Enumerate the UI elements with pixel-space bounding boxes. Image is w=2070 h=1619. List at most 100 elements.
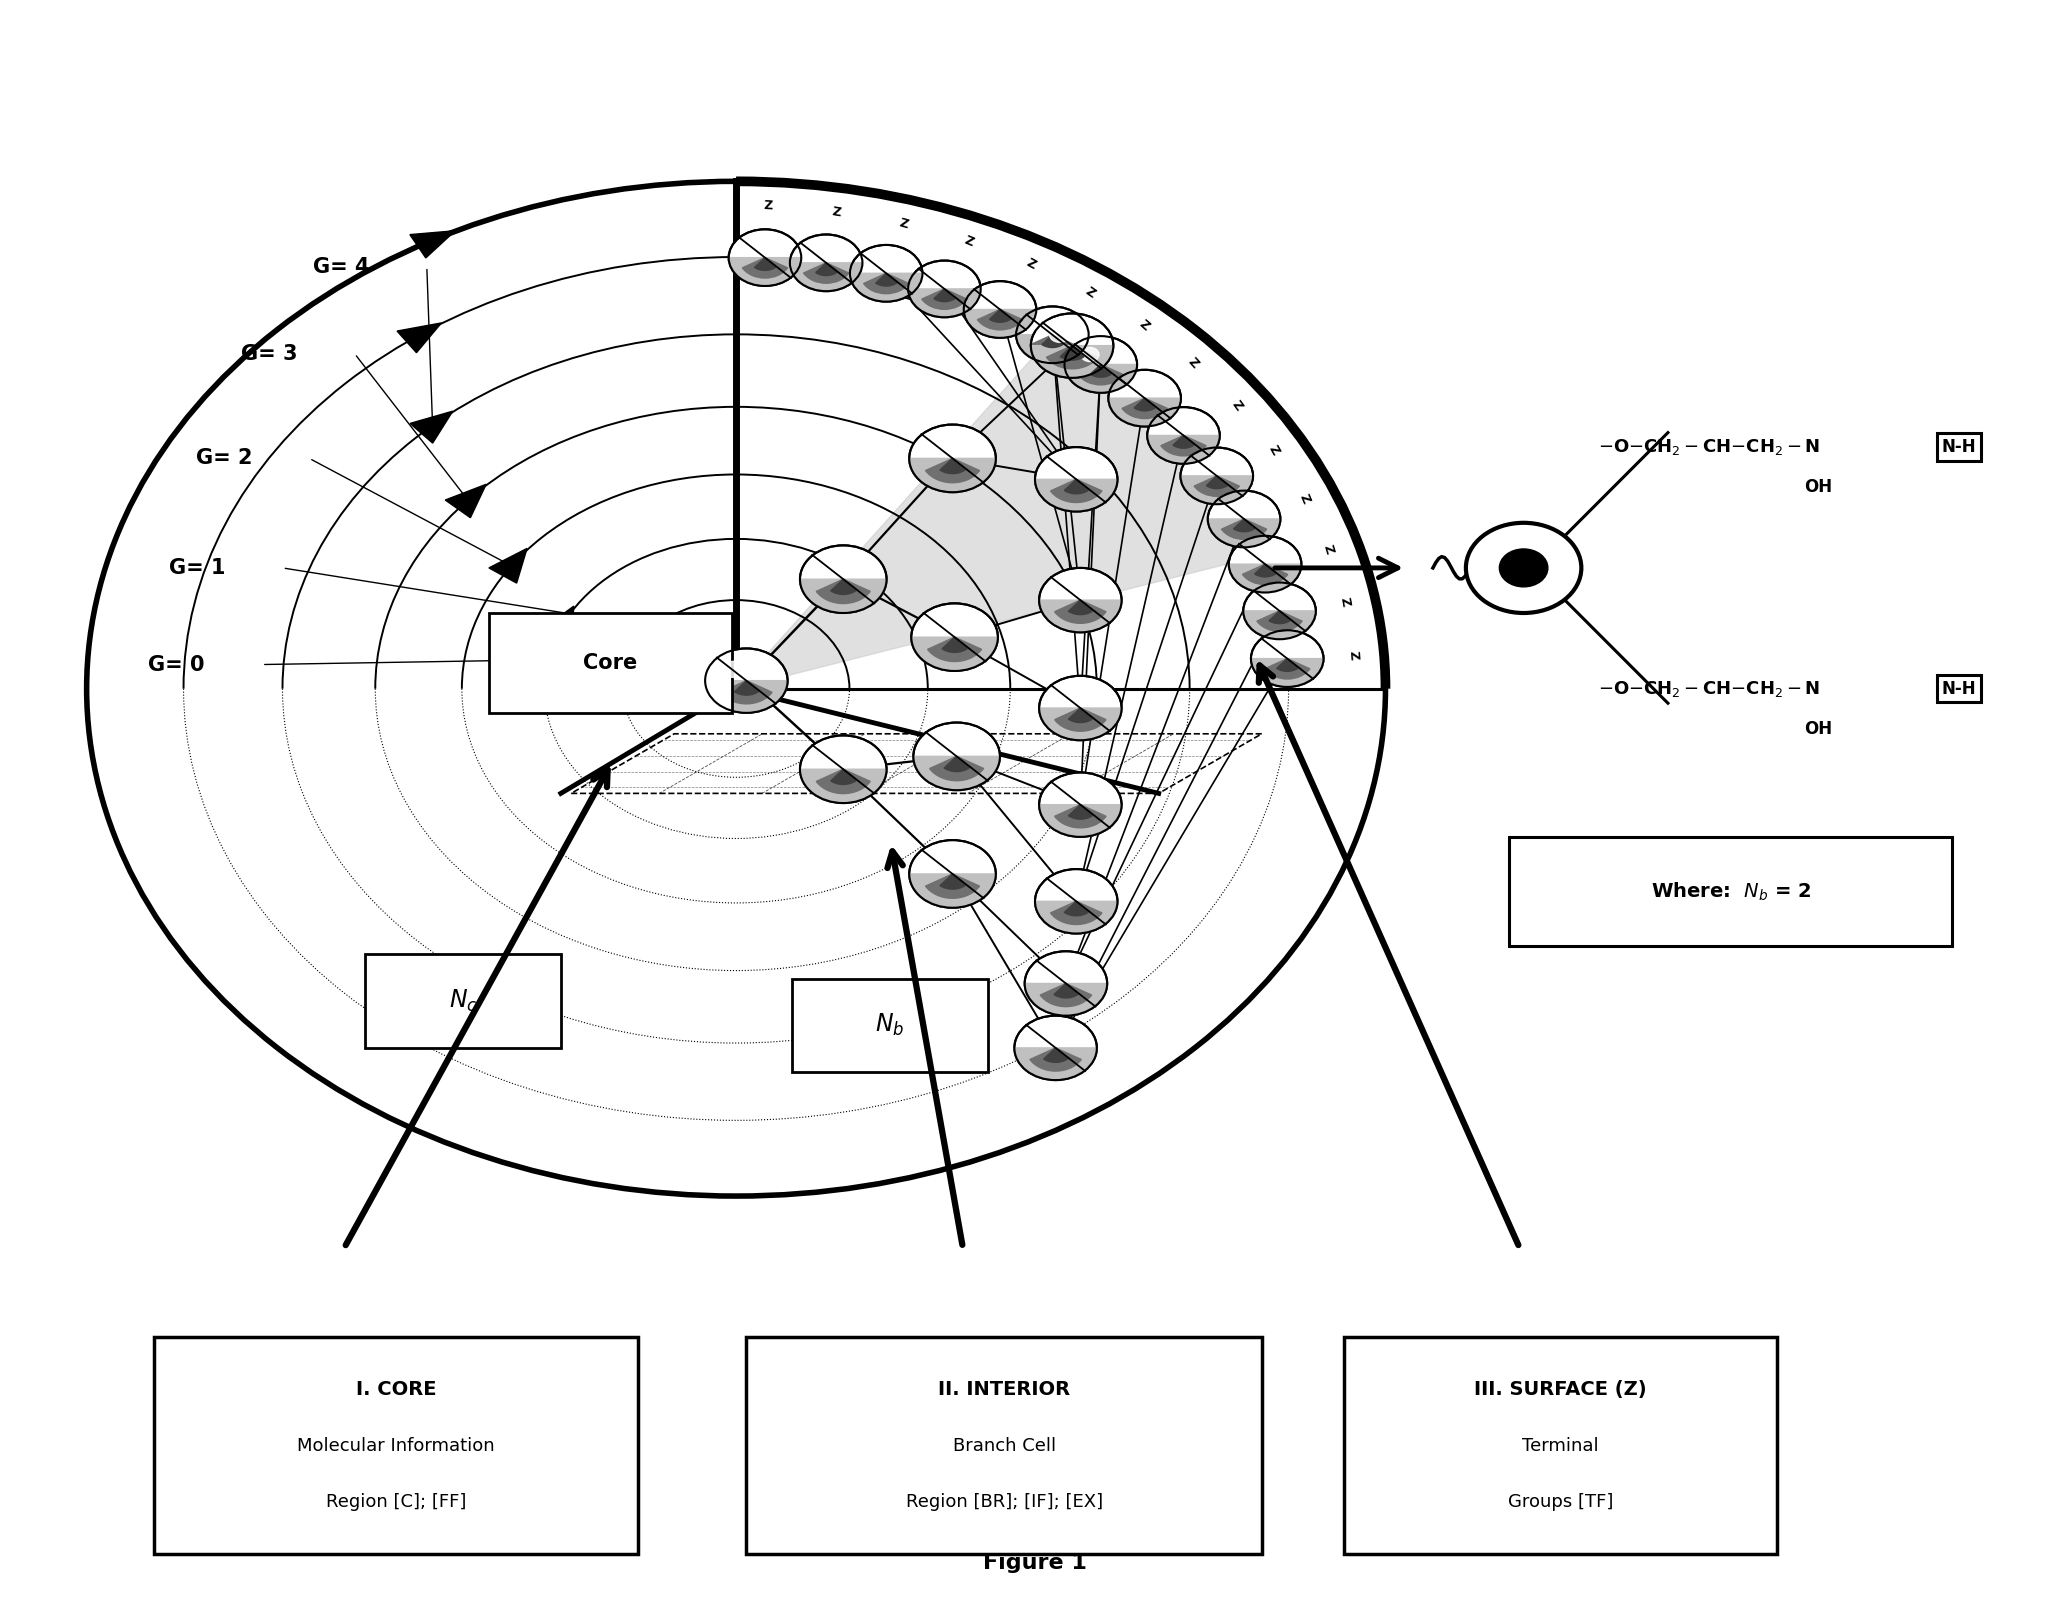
FancyBboxPatch shape <box>1509 837 1952 947</box>
FancyBboxPatch shape <box>364 955 561 1047</box>
Circle shape <box>1107 369 1182 426</box>
Wedge shape <box>1068 805 1093 819</box>
Text: III. SURFACE (Z): III. SURFACE (Z) <box>1474 1379 1648 1399</box>
Wedge shape <box>1269 610 1290 623</box>
Wedge shape <box>909 288 981 317</box>
Wedge shape <box>1025 983 1107 1015</box>
Wedge shape <box>729 257 801 287</box>
Wedge shape <box>929 756 983 780</box>
Circle shape <box>1039 568 1122 633</box>
Circle shape <box>729 230 801 287</box>
Circle shape <box>1025 952 1107 1015</box>
Text: $N_b$: $N_b$ <box>876 1012 905 1038</box>
Text: Core: Core <box>584 652 638 674</box>
FancyBboxPatch shape <box>1343 1337 1778 1554</box>
Circle shape <box>1244 583 1317 640</box>
FancyBboxPatch shape <box>153 1337 638 1554</box>
Text: Region [C]; [FF]: Region [C]; [FF] <box>325 1493 466 1511</box>
Wedge shape <box>1043 1047 1068 1062</box>
Circle shape <box>1163 418 1182 432</box>
Wedge shape <box>1054 601 1105 623</box>
Text: Region [BR]; [IF]; [EX]: Region [BR]; [IF]; [EX] <box>905 1493 1103 1511</box>
Polygon shape <box>397 322 441 353</box>
Circle shape <box>1466 523 1581 614</box>
Wedge shape <box>940 874 965 889</box>
Circle shape <box>1039 772 1122 837</box>
Wedge shape <box>1147 436 1219 463</box>
Wedge shape <box>989 309 1010 322</box>
Wedge shape <box>1091 364 1112 377</box>
Wedge shape <box>720 680 772 704</box>
Text: Groups [TF]: Groups [TF] <box>1509 1493 1613 1511</box>
Wedge shape <box>909 874 996 908</box>
Circle shape <box>1035 447 1118 512</box>
Circle shape <box>805 246 824 261</box>
Wedge shape <box>1174 436 1194 448</box>
Wedge shape <box>1180 476 1252 504</box>
Wedge shape <box>830 769 855 785</box>
Wedge shape <box>1039 601 1122 633</box>
Circle shape <box>1033 1028 1054 1044</box>
Polygon shape <box>540 606 573 641</box>
Text: OH: OH <box>1805 478 1832 497</box>
Wedge shape <box>1068 601 1093 615</box>
Wedge shape <box>706 680 787 712</box>
Circle shape <box>1014 1015 1097 1080</box>
Circle shape <box>913 722 1000 790</box>
Wedge shape <box>1256 610 1302 631</box>
FancyBboxPatch shape <box>489 614 733 712</box>
Wedge shape <box>863 274 909 293</box>
Circle shape <box>911 604 998 670</box>
Wedge shape <box>1035 902 1118 934</box>
Circle shape <box>791 235 863 291</box>
Wedge shape <box>735 680 758 695</box>
Wedge shape <box>1014 1047 1097 1080</box>
Circle shape <box>1058 785 1078 801</box>
Wedge shape <box>913 756 1000 790</box>
Wedge shape <box>1054 983 1078 997</box>
Circle shape <box>929 439 950 455</box>
Wedge shape <box>1068 708 1093 722</box>
Wedge shape <box>1031 345 1114 377</box>
Wedge shape <box>1242 563 1288 584</box>
Polygon shape <box>489 549 528 583</box>
Text: G= 1: G= 1 <box>170 559 226 578</box>
Wedge shape <box>1064 902 1089 916</box>
Circle shape <box>851 244 923 301</box>
Circle shape <box>1267 641 1285 656</box>
Wedge shape <box>1049 902 1101 924</box>
Circle shape <box>799 735 886 803</box>
Circle shape <box>1250 630 1323 686</box>
Text: Branch Cell: Branch Cell <box>952 1436 1056 1455</box>
Wedge shape <box>1039 805 1122 837</box>
Wedge shape <box>791 262 863 291</box>
Circle shape <box>1147 406 1219 463</box>
Text: $N_c$: $N_c$ <box>449 988 478 1013</box>
Wedge shape <box>830 580 855 594</box>
Circle shape <box>1259 594 1277 609</box>
Wedge shape <box>934 288 954 301</box>
Wedge shape <box>940 458 965 474</box>
Text: Z: Z <box>1346 649 1360 661</box>
Wedge shape <box>1035 479 1118 512</box>
Wedge shape <box>816 580 869 604</box>
Circle shape <box>929 853 950 871</box>
Wedge shape <box>942 638 967 652</box>
Circle shape <box>934 737 954 753</box>
Circle shape <box>865 256 884 270</box>
Wedge shape <box>1250 659 1323 686</box>
Polygon shape <box>410 232 455 257</box>
Text: Z: Z <box>1298 492 1312 505</box>
Wedge shape <box>803 262 849 283</box>
Text: Z: Z <box>1321 542 1335 555</box>
Wedge shape <box>925 458 979 482</box>
Circle shape <box>1081 348 1099 361</box>
Wedge shape <box>1054 805 1105 827</box>
Text: Figure 1: Figure 1 <box>983 1553 1087 1574</box>
Wedge shape <box>1041 335 1062 348</box>
Circle shape <box>724 661 745 677</box>
Wedge shape <box>816 262 836 275</box>
Text: Z: Z <box>832 206 842 219</box>
Text: Z: Z <box>1230 398 1244 413</box>
Circle shape <box>1016 306 1089 363</box>
